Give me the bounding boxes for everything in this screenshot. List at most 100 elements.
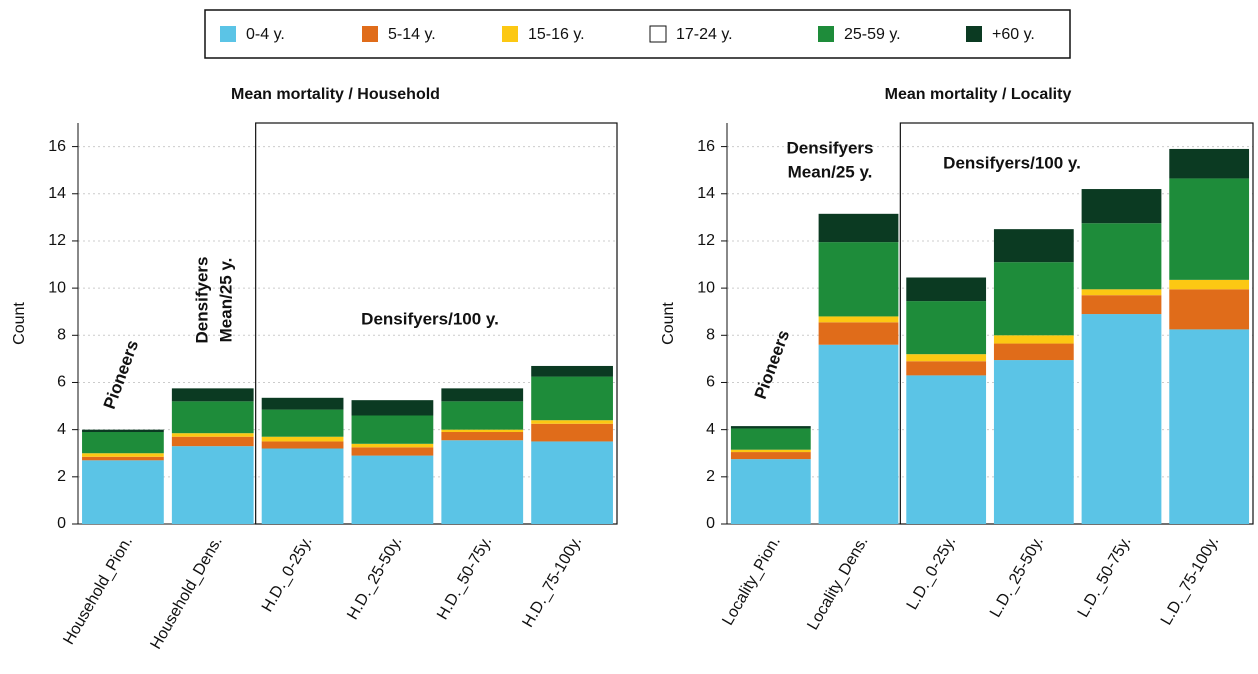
chart-title: Mean mortality / Locality: [885, 86, 1072, 103]
y-axis-label: Count: [660, 302, 677, 345]
annotation: Densifyers/100 y.: [361, 309, 499, 328]
bar-segment: [531, 441, 613, 524]
x-tick-label: L.D._25-50y.: [987, 534, 1047, 621]
annotation: Densifyers/100 y.: [943, 153, 1081, 172]
legend-swatch: [818, 26, 834, 42]
y-tick-label: 4: [57, 421, 66, 438]
annotation: Densifyers: [787, 138, 874, 157]
y-tick-label: 4: [706, 421, 715, 438]
annotation: Pioneers: [100, 338, 142, 412]
bar-segment: [730, 449, 811, 453]
bar-segment: [261, 441, 344, 449]
y-tick-label: 8: [706, 327, 715, 344]
annotation: Densifyers: [192, 257, 211, 344]
y-tick-label: 14: [697, 185, 715, 202]
y-tick-label: 0: [706, 515, 715, 532]
bar-segment: [818, 242, 899, 317]
bar-segment: [1081, 289, 1162, 296]
bar-segment: [261, 409, 344, 437]
bar-segment: [906, 277, 987, 302]
bar-segment: [261, 436, 344, 442]
bar-segment: [818, 344, 899, 524]
y-tick-label: 6: [57, 374, 66, 391]
bar-segment: [441, 388, 524, 402]
bar-segment: [531, 423, 613, 442]
legend-label: 25-59 y.: [844, 26, 901, 43]
legend-swatch: [220, 26, 236, 42]
bar-segment: [1169, 178, 1250, 280]
chart-title: Mean mortality / Household: [231, 86, 440, 103]
bar-segment: [441, 429, 524, 433]
x-tick-label: H.D._25-50y.: [344, 534, 405, 623]
group-box: [899, 122, 1254, 525]
x-tick-label: H.D._50-75y.: [434, 534, 495, 623]
bar-segment: [993, 229, 1074, 263]
bar-segment: [1169, 279, 1250, 290]
annotation: Pioneers: [751, 328, 793, 402]
x-tick-label: L.D._50-75y.: [1075, 534, 1135, 621]
legend-label: +60 y.: [992, 26, 1035, 43]
y-tick-label: 0: [57, 515, 66, 532]
y-tick-label: 8: [57, 327, 66, 344]
legend-label: 0-4 y.: [246, 26, 285, 43]
bar-segment: [818, 316, 899, 323]
y-tick-label: 16: [48, 138, 66, 155]
bar-segment: [906, 301, 987, 355]
bar-segment: [261, 397, 344, 410]
bar-segment: [906, 354, 987, 362]
bar-segment: [82, 456, 164, 461]
bar-segment: [171, 401, 254, 434]
bar-segment: [1081, 223, 1162, 290]
y-tick-label: 2: [57, 468, 66, 485]
y-tick-label: 16: [697, 138, 715, 155]
bar-segment: [351, 455, 434, 524]
bar-segment: [441, 401, 524, 430]
bar-segment: [82, 460, 164, 524]
bar-segment: [531, 365, 613, 377]
bar-segment: [730, 452, 811, 460]
annotation: Mean/25 y.: [788, 162, 873, 181]
x-tick-label: H.D._0-25y.: [259, 534, 316, 615]
y-tick-label: 2: [706, 468, 715, 485]
y-tick-label: 12: [697, 232, 715, 249]
bar-segment: [906, 361, 987, 376]
bar-segment: [730, 428, 811, 450]
y-tick-label: 10: [697, 279, 715, 296]
x-tick-label: L.D._0-25y.: [904, 534, 960, 613]
bar-segment: [351, 400, 434, 416]
bar-segment: [993, 343, 1074, 361]
legend-swatch: [649, 25, 667, 43]
bar-segment: [1081, 314, 1162, 524]
y-axis-label: Count: [11, 302, 28, 345]
x-tick-label: Locality_Dens.: [804, 534, 871, 633]
y-tick-label: 6: [706, 374, 715, 391]
annotation: Mean/25 y.: [216, 258, 235, 343]
bar-segment: [351, 443, 434, 448]
bar-segment: [171, 388, 254, 402]
bar-segment: [171, 436, 254, 447]
bar-segment: [441, 432, 524, 441]
bar-segment: [82, 432, 164, 454]
bar-segment: [993, 262, 1074, 336]
y-tick-label: 10: [48, 279, 66, 296]
group-box: [255, 122, 618, 525]
bar-segment: [993, 335, 1074, 344]
bar-segment: [351, 415, 434, 444]
x-tick-label: Household_Pion.: [60, 534, 136, 648]
x-tick-label: H.D._75-100y.: [519, 534, 585, 631]
legend-box: [204, 9, 1071, 59]
bar-segment: [531, 420, 613, 424]
y-tick-label: 12: [48, 232, 66, 249]
bar-segment: [730, 459, 811, 524]
bar-segment: [818, 322, 899, 345]
bar-segment: [82, 429, 164, 433]
bar-segment: [906, 375, 987, 524]
bar-segment: [531, 376, 613, 421]
bar-segment: [1169, 329, 1250, 524]
legend-label: 15-16 y.: [528, 26, 585, 43]
bar-segment: [171, 433, 254, 437]
x-tick-label: Household_Dens.: [148, 534, 226, 653]
bar-segment: [993, 360, 1074, 524]
bar-segment: [261, 448, 344, 524]
